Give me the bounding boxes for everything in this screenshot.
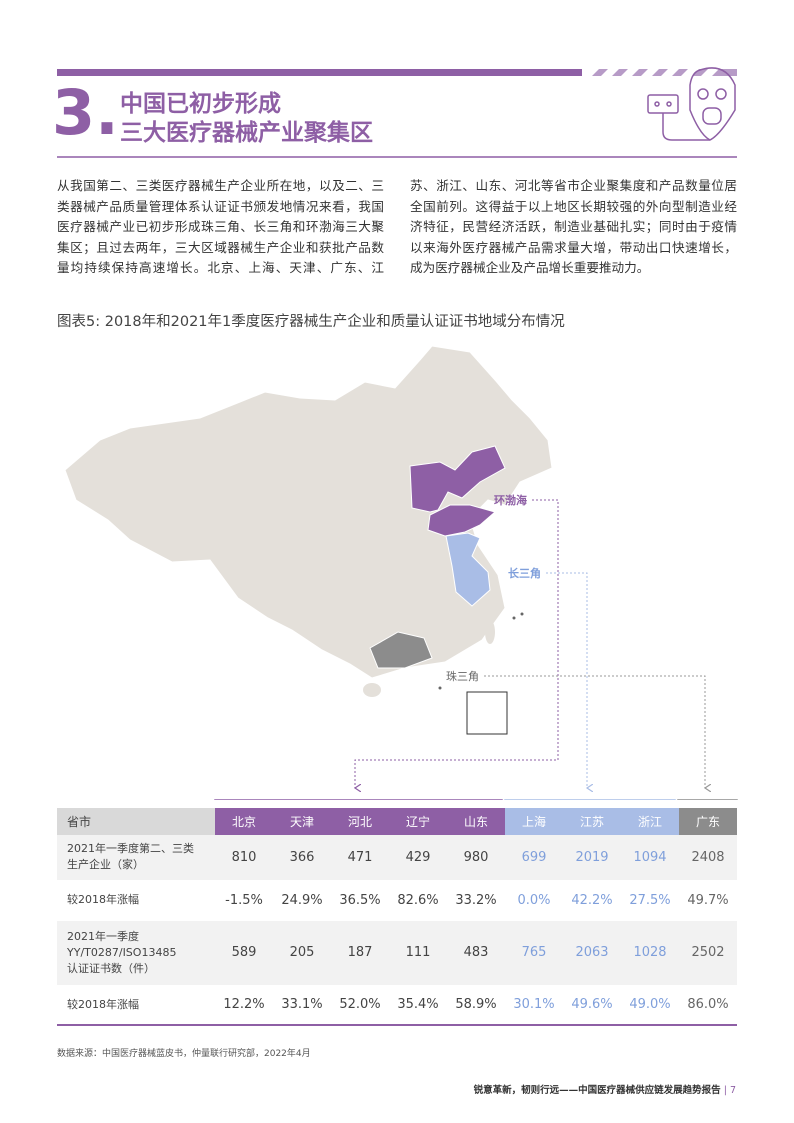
table-cell: 205: [289, 945, 315, 960]
row-label-line: 2021年一季度第二、三类: [67, 842, 194, 856]
region-huanbohai: [409, 445, 506, 513]
row-label-line: 较2018年涨幅: [67, 893, 139, 906]
header-cell: 辽宁: [389, 808, 447, 835]
figure-caption: 图表5: 2018年和2021年1季度医疗器械生产企业和质量认证证书地域分布情况: [57, 314, 565, 330]
body-text: 从我国第二、三类医疗器械生产企业所在地，以及二、三类器械产品质量管理体系认证证书…: [57, 178, 737, 276]
table-cell: 1028: [633, 945, 667, 960]
graphics: 环渤海 长三角 珠三角: [57, 67, 738, 800]
table-cell: 82.6%: [397, 892, 439, 908]
table-cell: 27.5%: [629, 892, 671, 908]
table-row: 较2018年涨幅 12.2% 33.1% 52.0% 35.4% 58.9% 30.1% 49…: [57, 985, 737, 1025]
footer: 锐意革新，韧则行远——中国医疗器械供应链发展趋势报告 | 7: [473, 1085, 736, 1096]
row-label: 较2018年涨幅: [57, 880, 215, 920]
header-cell: 省市: [57, 808, 215, 835]
header-cell: 广东: [679, 808, 737, 835]
map-hainan: [363, 683, 381, 697]
table-row: 2021年一季度第二、三类 生产企业（家） 810 366 471 429 980 699 20…: [57, 835, 737, 880]
title-line: 三大医疗器械产业聚集区: [120, 120, 373, 146]
table-cell: 2063: [575, 945, 609, 960]
region-changsanjiao: [445, 532, 491, 607]
header-cell: 北京: [215, 808, 273, 835]
map-label: 长三角: [508, 566, 541, 580]
row-label: 2021年一季度 YY/T0287/ISO13485 认证证书数（件）: [57, 920, 215, 985]
table-cell: 2408: [691, 849, 725, 865]
page-number: 7: [729, 1085, 736, 1096]
header-cell: 河北: [331, 808, 389, 835]
table-cell: 42.2%: [571, 892, 613, 908]
table-cell: 35.4%: [397, 997, 439, 1013]
section-title: 中国已初步形成 三大医疗器械产业聚集区: [120, 90, 373, 148]
row-label-line: YY/T0287/ISO13485: [67, 945, 177, 959]
table-cell: 765: [521, 945, 547, 960]
table-row: 2021年一季度 YY/T0287/ISO13485 认证证书数（件） 589 205 1…: [57, 920, 737, 985]
source-note: 数据来源：中国医疗器械蓝皮书，仲量联行研究部，2022年4月: [57, 1049, 311, 1059]
connector: [484, 675, 705, 788]
row-label-line: 较2018年涨幅: [67, 997, 139, 1011]
row-label: 较2018年涨幅: [57, 985, 215, 1025]
row-label-line: 2021年一季度: [67, 929, 139, 943]
table-cell: 187: [347, 945, 373, 960]
map-inset: [466, 691, 508, 735]
bar-dashes: [592, 69, 737, 76]
table-cell: 36.5%: [339, 892, 381, 908]
table-cell: 52.0%: [339, 997, 381, 1013]
table-cell: 86.0%: [687, 997, 729, 1013]
table-cell: 111: [405, 945, 431, 960]
header-icon: [647, 67, 736, 141]
header-cell: 浙江: [621, 808, 679, 835]
table-cell: 0.0%: [517, 892, 551, 908]
map-label: 珠三角: [446, 669, 479, 683]
table-cell: 471: [347, 849, 373, 865]
table-cell: 429: [405, 849, 431, 865]
table-cell: 699: [521, 849, 547, 865]
connector: [546, 572, 587, 788]
table-cell: 24.9%: [281, 892, 323, 908]
table-cell: 49.6%: [571, 997, 613, 1013]
table-cell: 2502: [691, 945, 725, 960]
table-cell: -1.5%: [225, 892, 263, 908]
table-cell: 589: [231, 945, 257, 960]
region-zhusanjiao: [369, 631, 433, 669]
row-label-line: 生产企业（家）: [67, 858, 144, 872]
map-label: 环渤海: [494, 493, 527, 507]
header-cell: 天津: [273, 808, 331, 835]
map-base: [64, 345, 553, 679]
table-cell: 33.1%: [281, 997, 323, 1013]
footer-text: 锐意革新，韧则行远——中国医疗器械供应链发展趋势报告: [473, 1085, 721, 1096]
map-taiwan: [485, 620, 495, 644]
section-number: 3.: [52, 76, 119, 149]
table-cell: 58.9%: [455, 997, 497, 1013]
header-cell: 上海: [505, 808, 563, 835]
connector: [355, 499, 559, 788]
data-table: 省市 北京 天津 河北 辽宁 山东 上海 江苏 浙江 广东 2021年一季度第二、三类 生产企业（家）…: [57, 808, 737, 1026]
header-cell: 山东: [447, 808, 505, 835]
table-cell: 12.2%: [223, 997, 265, 1013]
table-cell: 49.7%: [687, 892, 729, 908]
table-cell: 980: [463, 849, 489, 865]
table-row: 较2018年涨幅 -1.5% 24.9% 36.5% 82.6% 33.2% 0.0% 42.…: [57, 880, 737, 920]
header-row: 省市 北京 天津 河北 辽宁 山东 上海 江苏 浙江 广东: [57, 808, 737, 835]
table-cell: 30.1%: [513, 997, 555, 1013]
table-cell: 483: [463, 945, 489, 960]
china-map: [64, 345, 553, 735]
row-label: 2021年一季度第二、三类 生产企业（家）: [57, 835, 215, 880]
header-cell: 江苏: [563, 808, 621, 835]
top-bar: [57, 69, 582, 76]
table-cell: 33.2%: [455, 892, 497, 908]
table-cell: 49.0%: [629, 997, 671, 1013]
title-line: 中国已初步形成: [120, 91, 281, 117]
table-cell: 1094: [633, 849, 667, 865]
table-cell: 810: [231, 849, 257, 865]
region-shandong: [427, 504, 497, 537]
table-cell: 366: [289, 849, 315, 865]
table-cell: 2019: [575, 849, 609, 865]
row-label-line: 认证证书数（件）: [67, 961, 155, 975]
